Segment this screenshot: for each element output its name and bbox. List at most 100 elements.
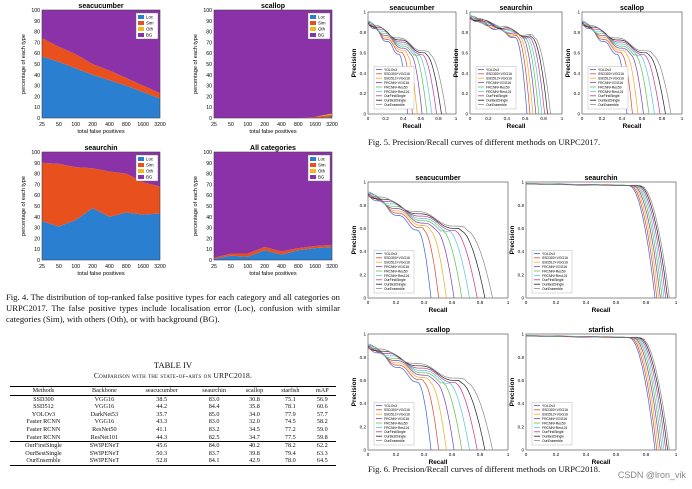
y-tick-label: 0.6 (574, 50, 581, 55)
legend-label: OurFirstSingle (384, 278, 406, 282)
x-tick-label: 0.8 (659, 116, 666, 121)
x-tick-label: 0.2 (553, 300, 560, 305)
panel-title: seacucumber (415, 175, 460, 182)
x-tick-label: 0.4 (619, 116, 626, 121)
y-tick-label: 0.8 (360, 355, 367, 360)
legend-label: Loc (318, 15, 326, 20)
table-cell: OurFirstSingle (10, 441, 77, 450)
x-tick-label: 0.8 (643, 300, 650, 305)
y-tick-label: 100 (203, 8, 212, 14)
legend: YOLOv3SSD300+VGG16SSD512+VGG16FRCNN+VGG1… (373, 402, 415, 446)
watermark: CSDN @lron_vik (617, 470, 686, 480)
x-tick-label: 0.6 (418, 116, 425, 121)
x-axis-label: Recall (429, 307, 448, 314)
pr-curve-series-8 (526, 335, 670, 451)
y-axis-label: Precision (351, 378, 358, 407)
legend-label: FRCNN+VGG16 (486, 81, 511, 85)
y-tick-label: 60 (34, 51, 40, 57)
x-axis-label: Recall (429, 459, 448, 466)
table-cell: SWIPENeT (76, 457, 132, 466)
y-tick-label: 70 (34, 40, 40, 46)
x-tick-label: 0.4 (504, 116, 511, 121)
y-axis-label: Precision (351, 49, 358, 78)
column-header: seaurchin (191, 386, 237, 396)
y-tick-label: 0.6 (462, 50, 469, 55)
legend-label: OurBestSingle (542, 435, 564, 439)
table-cell: 85.0 (208, 410, 220, 418)
legend-swatch (138, 33, 144, 37)
y-tick-label: 0 (37, 116, 40, 122)
table-cell: VGG16 (94, 403, 115, 411)
y-tick-label: 0.4 (462, 71, 469, 76)
x-tick-label: 400 (105, 264, 114, 270)
legend-label: SSD512+VGG16 (542, 261, 568, 265)
legend-label: Oth (146, 169, 154, 174)
y-tick-label: 0 (209, 116, 212, 122)
legend-label: FRCNN+Res101 (542, 426, 568, 430)
pr-curve-series-7 (367, 194, 486, 299)
legend-label: OurFirstSingle (384, 430, 406, 434)
y-tick-label: 0.4 (360, 71, 367, 76)
table-cell: 44.3 (156, 433, 168, 441)
pr-panel: starfish Recall Precision 00 0.2 0.2 0.4 0.4 0.6… (509, 327, 678, 466)
x-tick-label: 0.6 (449, 452, 456, 457)
pr-curve-series-5 (469, 14, 543, 115)
table-row: Faster RCNN VGG16 43.3 83.0 32.0 74.5 58.2 (10, 418, 336, 426)
x-tick-label: 100 (243, 264, 252, 270)
legend-swatch (310, 175, 316, 179)
area-loc (42, 208, 160, 260)
legend-label: OurFirstSingle (542, 278, 564, 282)
y-tick-label: 0.2 (360, 272, 367, 277)
column-header: Backbone (76, 386, 132, 396)
y-tick-label: 50 (206, 204, 212, 210)
x-tick-label: 800 (122, 122, 131, 128)
y-tick-label: 0 (363, 296, 366, 301)
y-axis-label: Precision (453, 49, 460, 78)
table-cell: 58.2 (316, 418, 328, 426)
pr-curve-series-8 (367, 195, 493, 299)
table-cell: 44.2 (156, 403, 168, 411)
y-tick-label: 20 (206, 94, 212, 100)
y-tick-label: 100 (203, 150, 212, 156)
panel-title: scallop (261, 3, 285, 10)
y-tick-label: 1 (363, 180, 366, 185)
x-tick-label: 1 (507, 452, 510, 457)
y-tick-label: 100 (31, 8, 40, 14)
fig5-caption: Fig. 5. Precision/Recall curves of diffe… (368, 137, 688, 148)
x-tick-label: 1 (675, 452, 678, 457)
table-row: OurBestSingle SWIPENeT 50.3 83.7 39.8 79.4 63.… (10, 450, 336, 458)
x-tick-label: 1 (675, 300, 678, 305)
pr-curve-series-7 (581, 23, 666, 115)
x-tick-label: 0 (469, 116, 472, 121)
area-loc (214, 247, 332, 260)
table-cell: OurEnsemble (10, 457, 77, 466)
pr-curve-series-6 (367, 192, 478, 299)
legend-box (135, 154, 159, 182)
pr-curve-series-7 (367, 23, 442, 115)
fig6-charts: seacucumberRecallPrecision000.20.20.40.4… (351, 175, 678, 466)
x-tick-label: 0.8 (643, 452, 650, 457)
pr-curve-series-7 (367, 346, 486, 451)
pr-curve-series-8 (367, 23, 447, 115)
legend-swatch (310, 27, 316, 31)
x-tick-label: 400 (105, 122, 114, 128)
y-tick-label: 40 (34, 215, 40, 221)
legend-label: FRCNN+Res101 (486, 90, 512, 94)
table-cell: VGG16 (94, 395, 115, 403)
plot-frame (41, 151, 161, 261)
legend-label: OurEnsemble (384, 287, 405, 291)
pr-curve-series-5 (367, 19, 433, 115)
pr-panel: seacucumber Recall Precision 00 0.2 0.2 0.4 0.4… (351, 5, 458, 130)
y-tick-label: 0.6 (518, 226, 525, 231)
legend-label: OurBestSingle (384, 435, 406, 439)
legend-label: BG (318, 33, 325, 38)
comparison-table: Methods Backbone seacucumber seaurchin scall… (10, 386, 336, 466)
column-header: mAP (308, 386, 336, 396)
legend-label: YOLOv3 (384, 404, 397, 408)
table-cell: Faster RCNN (26, 425, 61, 433)
x-tick-label: 0.6 (613, 452, 620, 457)
y-tick-label: 0 (521, 296, 524, 301)
legend-label: FRCNN+Res101 (384, 426, 410, 430)
table-header-row: Methods Backbone seacucumber seaurchin scall… (10, 386, 336, 396)
